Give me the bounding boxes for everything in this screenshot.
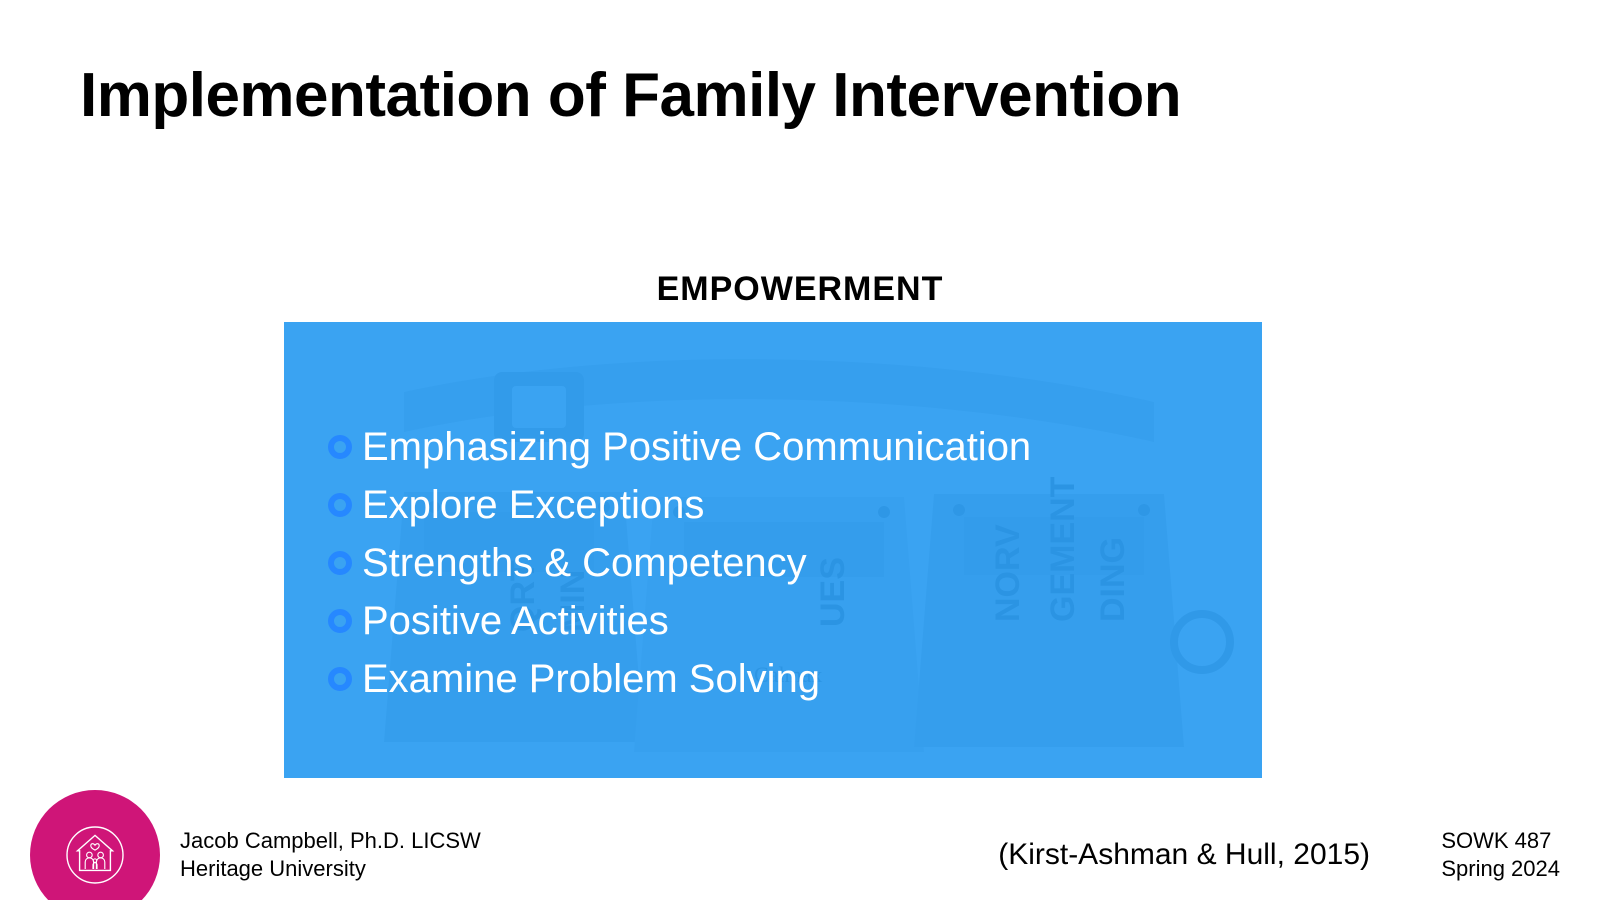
- bullet-item: Examine Problem Solving: [326, 652, 1242, 706]
- slide-footer: Jacob Campbell, Ph.D. LICSW Heritage Uni…: [0, 810, 1600, 900]
- author-org: Heritage University: [180, 855, 481, 884]
- citation-text: (Kirst-Ashman & Hull, 2015): [998, 838, 1370, 872]
- ring-bullet-icon: [326, 665, 354, 693]
- bullet-text: Emphasizing Positive Communication: [362, 420, 1031, 474]
- bullet-list: Emphasizing Positive Communication Explo…: [326, 420, 1242, 710]
- course-term: Spring 2024: [1441, 855, 1560, 884]
- content-box: QRT MIN UES NORV GEMENT DING Calmax Emph…: [284, 322, 1262, 778]
- course-code: SOWK 487: [1441, 827, 1560, 856]
- bullet-text: Positive Activities: [362, 594, 669, 648]
- heritage-logo-icon: [30, 790, 160, 900]
- ring-bullet-icon: [326, 607, 354, 635]
- ring-bullet-icon: [326, 433, 354, 461]
- bullet-text: Explore Exceptions: [362, 478, 704, 532]
- section-heading: EMPOWERMENT: [0, 270, 1600, 309]
- bullet-item: Emphasizing Positive Communication: [326, 420, 1242, 474]
- bullet-item: Explore Exceptions: [326, 478, 1242, 532]
- bullet-text: Strengths & Competency: [362, 536, 807, 590]
- author-block: Jacob Campbell, Ph.D. LICSW Heritage Uni…: [180, 827, 481, 884]
- bullet-item: Strengths & Competency: [326, 536, 1242, 590]
- course-block: SOWK 487 Spring 2024: [1441, 827, 1560, 884]
- ring-bullet-icon: [326, 549, 354, 577]
- bullet-text: Examine Problem Solving: [362, 652, 820, 706]
- bullet-item: Positive Activities: [326, 594, 1242, 648]
- slide: Implementation of Family Intervention EM…: [0, 0, 1600, 900]
- author-name: Jacob Campbell, Ph.D. LICSW: [180, 827, 481, 856]
- ring-bullet-icon: [326, 491, 354, 519]
- slide-title: Implementation of Family Intervention: [80, 60, 1181, 131]
